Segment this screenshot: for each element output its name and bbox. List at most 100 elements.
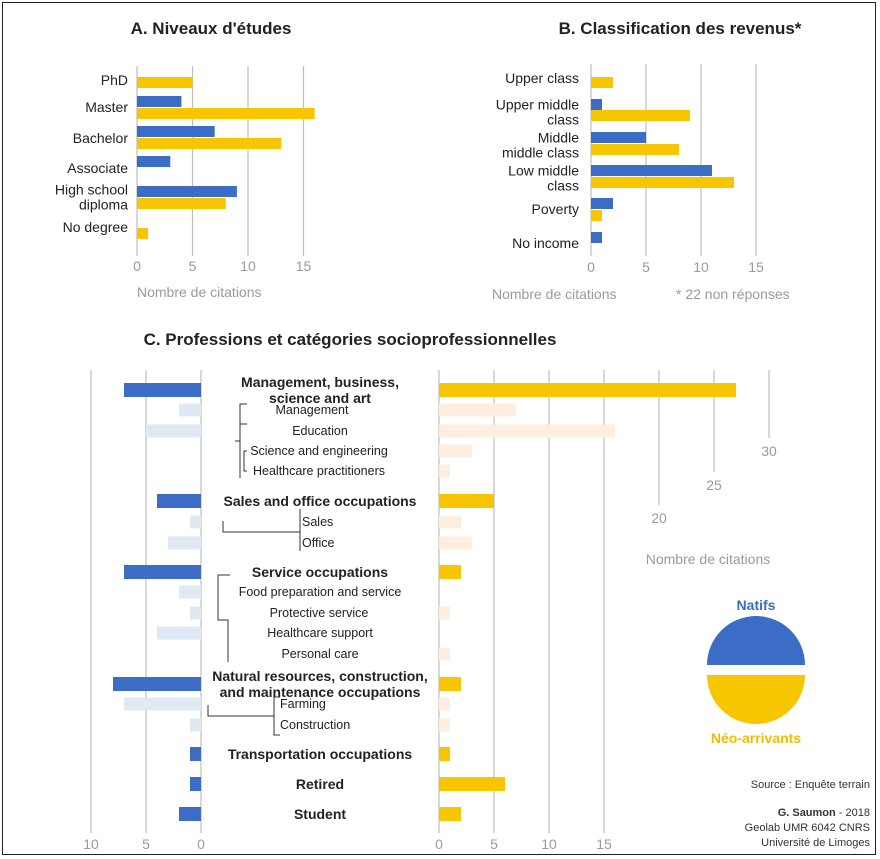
panel-a-bar-natifs — [137, 186, 237, 197]
panel-b-tick: 5 — [642, 259, 650, 275]
panel-c-right-tick: 15 — [596, 836, 612, 852]
panel-b-bar-neo — [591, 144, 679, 155]
panel-a-xlabel: Nombre de citations — [137, 284, 262, 300]
source-text: Source : Enquête terrain — [751, 779, 870, 791]
panel-c-bracket — [222, 509, 301, 551]
panel-b-category-label-line: middle class — [502, 145, 579, 161]
panel-c-bar-neo — [439, 403, 516, 417]
panel-c-bar-neo — [439, 464, 450, 478]
panel-a-category-label-line: No degree — [63, 219, 129, 235]
panel-c-bar-neo — [439, 424, 615, 438]
panel-c-subcategory-label: Food preparation and service — [239, 585, 402, 599]
panel-b-income: B. Classification des revenus* Nombre de… — [492, 19, 802, 302]
panel-c-bar-natifs — [179, 403, 201, 417]
panel-a-category-label: Associate — [67, 160, 128, 176]
panel-b-category-label: Middle middle class — [502, 130, 579, 161]
panel-c-category-label-line: Retired — [296, 776, 344, 792]
panel-a-category-label-line: Bachelor — [73, 130, 129, 146]
panel-c-bar-neo — [439, 807, 461, 821]
panel-a-category-label-line: diploma — [79, 197, 128, 213]
panel-c-far-tick: 25 — [706, 477, 722, 493]
panel-c-category-label: Transportation occupations — [228, 746, 413, 762]
panel-b-bar-neo — [591, 110, 690, 121]
panel-b-bar-natifs — [591, 198, 613, 209]
panel-c-category-label: Sales and office occupations — [224, 493, 417, 509]
panel-b-category-label-line: Poverty — [532, 201, 579, 217]
panel-c-subcategory-label: Management — [276, 403, 349, 417]
panel-c-bar-natifs — [124, 383, 201, 397]
panel-c-category-label-line: Sales and office occupations — [224, 493, 417, 509]
panel-c-subcategory-label: Healthcare support — [267, 626, 373, 640]
panel-b-tick: 0 — [587, 259, 595, 275]
panel-c-far-tick: 30 — [761, 443, 777, 459]
panel-b-category-label: Upper class — [505, 70, 579, 86]
author-name: G. Saumon — [778, 807, 836, 819]
panel-a-bar-neo — [137, 138, 282, 149]
panel-a-bar-neo — [137, 77, 193, 88]
panel-c-bar-natifs — [157, 494, 201, 508]
panel-a-bar-neo — [137, 198, 226, 209]
panel-c-subcategory-label: Science and engineering — [250, 444, 388, 458]
panel-b-category-label-line: No income — [512, 235, 579, 251]
panel-c-bar-natifs — [146, 424, 201, 438]
panel-a-category-label: Bachelor — [73, 130, 129, 146]
panel-c-xlabel: Nombre de citations — [646, 551, 771, 567]
panel-c-subcategory-label: Protective service — [270, 606, 369, 620]
panel-b-category-label-line: Low middle — [508, 163, 579, 179]
panel-b-category-label: Upper middle class — [496, 97, 579, 128]
panel-c-bar-natifs — [190, 606, 201, 620]
panel-c-bar-natifs — [179, 585, 201, 599]
university-text: Université de Limoges — [761, 837, 870, 849]
panel-a-tick: 0 — [133, 258, 141, 274]
panel-b-category-label-line: Upper middle — [496, 97, 579, 113]
panel-c-category-label: Natural resources, construction, and main… — [212, 668, 428, 700]
panel-c-bar-neo — [439, 606, 450, 620]
panel-b-tick: 15 — [748, 259, 764, 275]
panel-c-category-label: Service occupations — [252, 564, 388, 580]
panel-b-title-mark: * — [795, 19, 802, 38]
panel-b-note: * 22 non réponses — [676, 286, 790, 302]
panel-c-right-tick: 0 — [435, 836, 443, 852]
panel-a-tick: 5 — [189, 258, 197, 274]
panel-c-bar-neo — [439, 383, 736, 397]
panel-a-category-label-line: High school — [55, 182, 128, 198]
panel-c-category-label-line: Service occupations — [252, 564, 388, 580]
panel-c-bar-natifs — [190, 747, 201, 761]
panel-b-category-label: Low middle class — [508, 163, 579, 194]
panel-b-category-label-line: class — [547, 112, 579, 128]
panel-c-bar-neo — [439, 677, 461, 691]
panel-c-bar-natifs — [179, 807, 201, 821]
panel-c-bar-natifs — [190, 515, 201, 529]
panel-c-bar-neo — [439, 494, 494, 508]
panel-a-bar-neo — [137, 108, 315, 119]
panel-a-title: A. Niveaux d'études — [131, 19, 292, 38]
panel-c-category-label: Management, business, science and art — [241, 374, 399, 406]
panel-c-category-label-line: science and art — [269, 390, 371, 406]
panel-c-subcategory-label: Construction — [280, 718, 350, 732]
panel-c-category-label-line: Natural resources, construction, — [212, 668, 428, 684]
panel-a-category-label: Master — [85, 99, 128, 115]
panel-b-xlabel: Nombre de citations — [492, 286, 617, 302]
panel-c-bar-natifs — [190, 777, 201, 791]
panel-c-bar-natifs — [113, 677, 201, 691]
panel-c-bar-natifs — [124, 565, 201, 579]
panel-c-bar-neo — [439, 515, 461, 529]
panel-c-bar-neo — [439, 444, 472, 458]
panel-c-bar-neo — [439, 747, 450, 761]
panel-b-bar-neo — [591, 177, 734, 188]
panel-a-tick: 15 — [296, 258, 312, 274]
legend: Natifs Néo-arrivants — [707, 597, 805, 746]
panel-c-category-label-line: Student — [294, 806, 346, 822]
panel-c-bracket — [235, 403, 247, 478]
panel-c-bar-neo — [439, 647, 450, 661]
panel-a-tick: 10 — [240, 258, 256, 274]
panel-c-right-tick: 10 — [541, 836, 557, 852]
panel-a-bar-natifs — [137, 96, 182, 107]
panel-c-category-label-line: Management, business, — [241, 374, 399, 390]
author-line: G. Saumon - 2018 — [778, 807, 870, 819]
panel-c-subcategory-label: Healthcare practitioners — [253, 464, 385, 478]
panel-c-subcategory-label: Personal care — [281, 647, 358, 661]
legend-neo-half-circle — [707, 675, 805, 724]
